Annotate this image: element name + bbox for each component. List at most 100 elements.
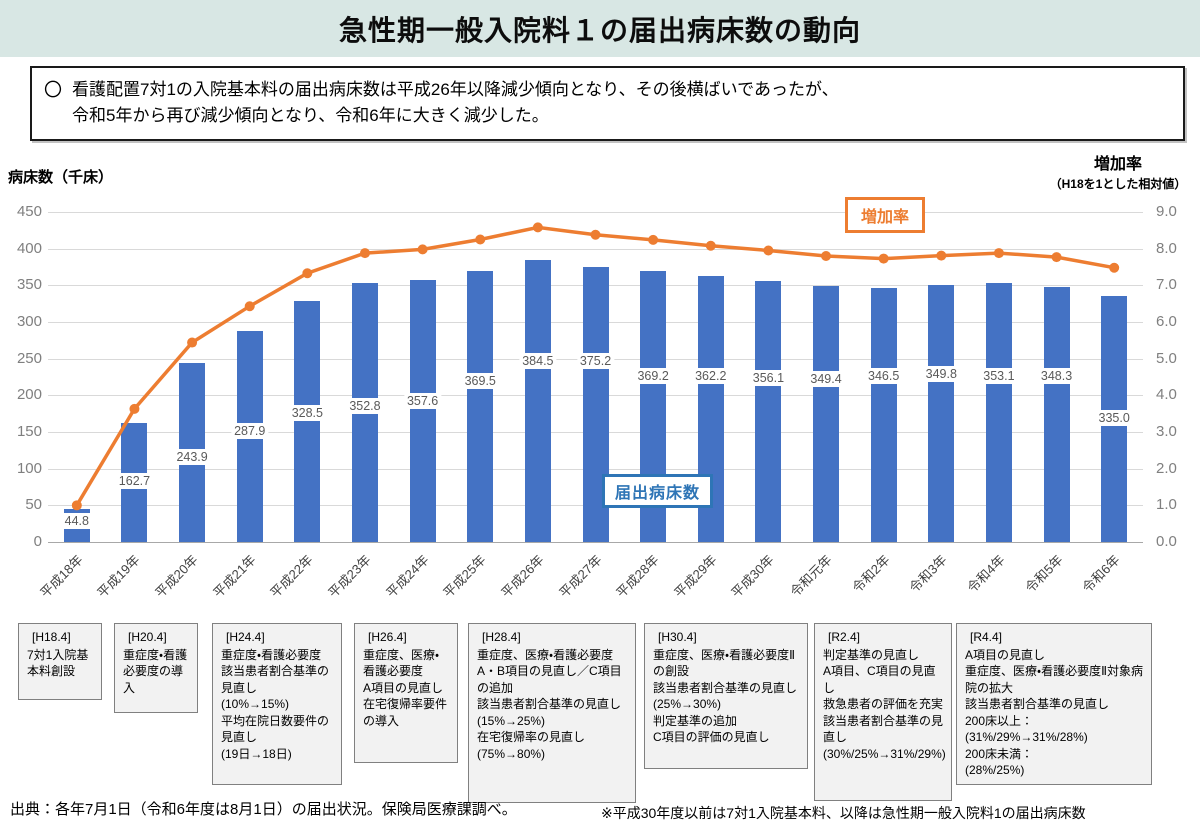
bar-value-label: 335.0 xyxy=(1095,410,1133,427)
annotation-body: 判定基準の見直し A項目、C項目の見直し 救急患者の評価を充実 該当患者割合基準… xyxy=(823,647,946,761)
line-marker xyxy=(821,251,832,261)
summary-text: 看護配置7対1の入院基本料の届出病床数は平成26年以降減少傾向となり、その後横ば… xyxy=(72,77,839,130)
right-axis-tick: 0.0 xyxy=(1156,533,1177,550)
annotation-body: 重症度・看護 必要度の導入 xyxy=(123,647,188,695)
annotation-body: 重症度・看護必要度 該当患者割合基準の見直し (10%→15%) 平均在院日数要… xyxy=(221,647,330,761)
line-marker xyxy=(590,229,601,240)
annotation-box: [H26.4] 重症度、医療・看護必要度 A項目の見直し 在宅復帰率要件の導入 xyxy=(354,623,458,763)
annotation-box: [H24.4] 重症度・看護必要度 該当患者割合基準の見直し (10%→15%) … xyxy=(212,623,342,785)
bar-value-label: 287.9 xyxy=(231,422,269,439)
left-axis-tick: 150 xyxy=(16,423,42,440)
policy-annotations: [H18.4] 7対1入院基本料創設 [H20.4] 重症度・看護 必要度の導入 [H2… xyxy=(0,623,1200,813)
bar-value-label: 356.1 xyxy=(749,370,788,386)
bar xyxy=(813,285,840,542)
line-marker xyxy=(71,500,82,511)
bar xyxy=(524,260,551,542)
right-axis-tick: 4.0 xyxy=(1156,386,1177,404)
line-marker xyxy=(359,248,370,259)
annotation-title: [H26.4] xyxy=(368,630,407,644)
bar-value-label: 243.9 xyxy=(173,449,211,466)
bar-value-label: 162.7 xyxy=(115,473,154,490)
left-axis-tick: 350 xyxy=(16,276,42,294)
line-marker xyxy=(993,248,1004,259)
annotation-body: 重症度、医療・看護必要度Ⅱの創設 該当患者割合基準の見直し (25%→30%) … xyxy=(653,647,798,745)
left-axis-title: 病床数（千床） xyxy=(8,169,114,186)
bar-value-label: 369.5 xyxy=(461,372,499,389)
left-axis-tick: 250 xyxy=(16,349,42,367)
annotation-title: [R2.4] xyxy=(828,630,861,644)
right-axis-header: 増加率 （H18を1とした相対値） xyxy=(1038,150,1198,192)
left-axis-tick: 0 xyxy=(33,533,42,550)
annotation-title: [H24.4] xyxy=(226,630,265,644)
summary-line-2: 令和5年から再び減少傾向となり、令和6年に大きく減少した。 xyxy=(72,106,549,126)
right-axis-subtitle: （H18を1とした相対値） xyxy=(1049,177,1187,191)
line-marker xyxy=(417,244,428,255)
left-axis-tick: 400 xyxy=(16,239,42,257)
plot-area: 0 0.0 50 1.0 100 2.0 150 3.0 200 4.0 250 5.0 300 6.0 3… xyxy=(17,203,1177,601)
bar-value-label: 369.2 xyxy=(634,367,672,384)
bar-value-label: 375.2 xyxy=(576,353,615,370)
right-axis-tick: 2.0 xyxy=(1156,459,1177,477)
bar-value-label: 346.5 xyxy=(865,367,903,384)
annotation-title: [R4.4] xyxy=(970,630,1003,644)
summary-line-1: 看護配置7対1の入院基本料の届出病床数は平成26年以降減少傾向となり、その後横ば… xyxy=(72,80,839,99)
line-marker xyxy=(244,301,255,312)
annotation-box: [R4.4] A項目の見直し 重症度、医療・看護必要度Ⅱ対象病院の拡大 該当患者割… xyxy=(956,623,1152,785)
gridline xyxy=(48,212,1143,213)
line-marker xyxy=(302,268,313,279)
right-axis-title: 増加率 xyxy=(1093,156,1142,173)
bar-value-label: 349.4 xyxy=(807,370,845,387)
annotation-body: 重症度、医療・看護必要度 A・B項目の見直し／C項目の追加 該当患者割合基準の見… xyxy=(477,647,622,761)
right-axis-tick: 3.0 xyxy=(1156,423,1177,440)
line-marker xyxy=(1051,252,1062,263)
left-axis-tick: 300 xyxy=(16,313,42,330)
line-marker xyxy=(648,234,659,245)
bar-value-label: 348.3 xyxy=(1037,367,1076,384)
growth-rate-line xyxy=(71,222,1120,511)
bar-value-label: 349.8 xyxy=(922,365,960,382)
summary-bullet: 〇 xyxy=(44,80,62,100)
annotation-title: [H30.4] xyxy=(658,630,697,644)
line-marker xyxy=(532,222,543,233)
bar xyxy=(985,283,1012,542)
bar xyxy=(294,301,321,542)
annotation-title: [H28.4] xyxy=(482,630,521,644)
annotation-box: [H18.4] 7対1入院基本料創設 xyxy=(18,623,102,700)
bar xyxy=(1043,286,1070,542)
right-axis-tick: 7.0 xyxy=(1156,276,1177,294)
annotation-box: [H28.4] 重症度、医療・看護必要度 A・B項目の見直し／C項目の追加 該当患… xyxy=(468,623,636,803)
line-marker xyxy=(129,403,140,414)
bar-value-label: 44.8 xyxy=(61,513,92,529)
line-marker xyxy=(763,245,774,256)
annotation-box: [R2.4] 判定基準の見直し A項目、C項目の見直し 救急患者の評価を充実 該当… xyxy=(814,623,952,801)
right-axis-tick: 1.0 xyxy=(1156,496,1177,514)
gridline xyxy=(48,248,1143,250)
line-marker xyxy=(187,337,198,348)
bar xyxy=(870,287,897,542)
bar xyxy=(467,271,494,542)
left-axis-tick: 200 xyxy=(16,386,42,404)
bar-value-label: 362.2 xyxy=(692,367,730,384)
bar-value-label: 353.1 xyxy=(980,367,1018,384)
right-axis-tick: 6.0 xyxy=(1156,313,1177,330)
bar-series-legend: 届出病床数 xyxy=(602,474,714,508)
bar-value-label: 357.6 xyxy=(403,392,442,409)
left-axis-tick: 50 xyxy=(25,496,42,514)
gridline xyxy=(48,542,1143,543)
line-marker xyxy=(705,240,716,251)
annotation-box: [H30.4] 重症度、医療・看護必要度Ⅱの創設 該当患者割合基準の見直し (25… xyxy=(644,623,808,769)
right-axis-tick: 8.0 xyxy=(1156,239,1177,257)
annotation-body: 7対1入院基本料創設 xyxy=(27,647,89,679)
line-marker xyxy=(936,250,947,261)
annotation-title: [H18.4] xyxy=(32,630,71,644)
bar xyxy=(755,280,782,542)
line-series-legend: 増加率 xyxy=(845,197,926,233)
annotation-body: 重症度、医療・看護必要度 A項目の見直し 在宅復帰率要件の導入 xyxy=(363,647,448,728)
bar xyxy=(928,285,955,542)
bar-value-label: 352.8 xyxy=(346,397,384,414)
line-marker xyxy=(878,253,889,264)
title-band: 急性期一般入院料１の届出病床数の動向 xyxy=(0,0,1200,57)
bar-value-label: 328.5 xyxy=(288,405,326,422)
right-axis-tick: 9.0 xyxy=(1156,203,1177,220)
